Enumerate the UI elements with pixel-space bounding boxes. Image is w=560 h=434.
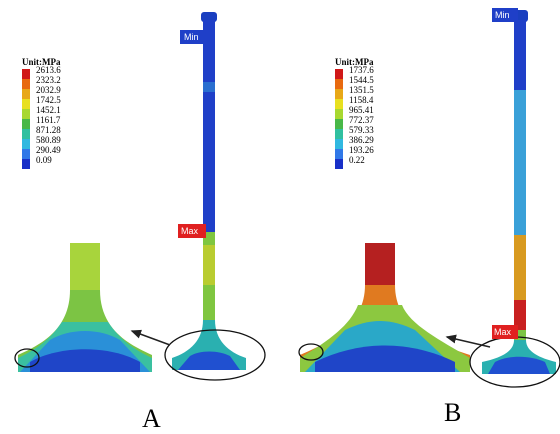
legend-value: 1161.7 bbox=[36, 115, 61, 125]
min-tag: Min bbox=[184, 32, 199, 42]
legends: Unit:MPa2613.62323.22032.91742.51452.111… bbox=[22, 57, 374, 169]
legend-value: 1452.1 bbox=[36, 105, 61, 115]
max-tag: Max bbox=[494, 327, 512, 337]
panel-label: B bbox=[444, 398, 461, 427]
min-tag-box bbox=[492, 8, 518, 22]
legend-swatch bbox=[335, 129, 343, 139]
valve-b-zoom bbox=[300, 243, 470, 372]
legend-swatch bbox=[22, 149, 30, 159]
max-tag: Max bbox=[181, 226, 199, 236]
highlight-ellipse bbox=[298, 343, 324, 361]
legend-swatch bbox=[335, 139, 343, 149]
legend-swatch bbox=[22, 119, 30, 129]
legend-value: 2323.2 bbox=[36, 75, 61, 85]
max-tag-box bbox=[178, 224, 206, 238]
legend-swatch bbox=[22, 159, 30, 169]
min-tag: Min bbox=[495, 10, 510, 20]
valve-b bbox=[482, 10, 556, 374]
max-tag-box bbox=[492, 325, 518, 339]
legend-value: 871.28 bbox=[36, 125, 61, 135]
legend-swatch bbox=[22, 139, 30, 149]
legend-value: 965.41 bbox=[349, 105, 374, 115]
legend-value: 1737.6 bbox=[349, 65, 374, 75]
legend-swatch bbox=[335, 149, 343, 159]
legend-title: Unit:MPa bbox=[22, 57, 61, 67]
valve-a bbox=[172, 12, 246, 370]
legend-swatch bbox=[335, 159, 343, 169]
arrow bbox=[445, 334, 491, 348]
legend-swatch bbox=[335, 79, 343, 89]
legend-swatch bbox=[335, 109, 343, 119]
valve-a-zoom bbox=[18, 243, 152, 372]
highlight-ellipse bbox=[164, 329, 266, 381]
legend-value: 290.49 bbox=[36, 145, 61, 155]
legend-swatch bbox=[335, 69, 343, 79]
legend-value: 2613.6 bbox=[36, 65, 61, 75]
legend-swatch bbox=[22, 99, 30, 109]
highlight-ellipse bbox=[14, 348, 40, 368]
legend-value: 1544.5 bbox=[349, 75, 374, 85]
legend-swatch bbox=[335, 99, 343, 109]
legend-value: 0.22 bbox=[349, 155, 365, 165]
legend-value: 772.37 bbox=[349, 115, 374, 125]
legend-value: 0.09 bbox=[36, 155, 52, 165]
legend-value: 2032.9 bbox=[36, 85, 61, 95]
legend-swatch bbox=[335, 89, 343, 99]
legend-value: 579.33 bbox=[349, 125, 374, 135]
legend-swatch bbox=[22, 129, 30, 139]
min-tag-box bbox=[180, 30, 212, 44]
legend-value: 1742.5 bbox=[36, 95, 61, 105]
legend-value: 386.29 bbox=[349, 135, 374, 145]
legend-swatch bbox=[22, 89, 30, 99]
legend-swatch bbox=[22, 79, 30, 89]
arrow bbox=[130, 329, 171, 346]
legend-swatch bbox=[22, 69, 30, 79]
legend-value: 193.26 bbox=[349, 145, 374, 155]
legend-value: 580.89 bbox=[36, 135, 61, 145]
legend-value: 1351.5 bbox=[349, 85, 374, 95]
legend-title: Unit:MPa bbox=[335, 57, 374, 67]
legend-swatch bbox=[335, 119, 343, 129]
legend-swatch bbox=[22, 109, 30, 119]
panel-label: A bbox=[142, 404, 161, 433]
legend-value: 1158.4 bbox=[349, 95, 374, 105]
